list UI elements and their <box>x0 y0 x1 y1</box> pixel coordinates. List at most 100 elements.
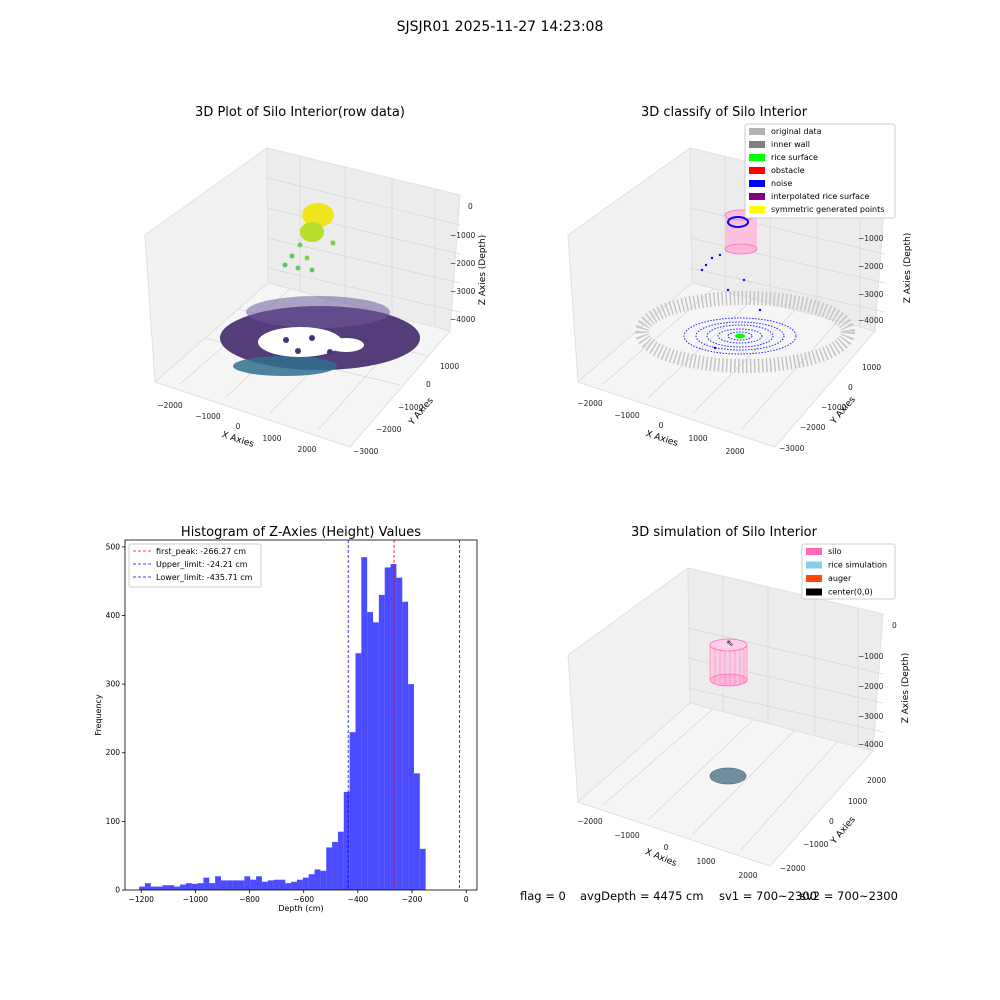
histogram-legend-label: Upper_limit: -24.21 cm <box>156 560 248 569</box>
histogram-xtick-label: −400 <box>348 895 369 904</box>
panel-classify: 3D classify of Silo Interior <box>567 105 913 456</box>
classify-title: 3D classify of Silo Interior <box>641 105 808 120</box>
classify-legend-frame <box>744 123 896 219</box>
simulation-center-marker: ⇖ <box>726 639 734 649</box>
simulation-xtick: −2000 <box>577 817 603 826</box>
raw-floor-upper-band <box>246 296 390 328</box>
histogram-bar <box>144 883 151 890</box>
classify-ytick: −1000 <box>821 403 847 412</box>
histogram-bar <box>419 848 426 890</box>
histogram-legend: first_peak: -266.27 cm Upper_limit: -24.2… <box>128 543 262 588</box>
histogram-bar <box>332 841 338 890</box>
raw-floor-hole-2 <box>328 338 364 352</box>
classify-xtick: −1000 <box>614 411 640 420</box>
histogram-bar <box>285 883 292 890</box>
histogram-bar <box>273 879 280 890</box>
simulation-ztick: −1000 <box>858 652 884 661</box>
classify-ztick: −2000 <box>858 262 884 271</box>
classify-legend-swatch <box>749 154 765 161</box>
classify-xtick: 1000 <box>688 434 707 443</box>
classify-legend-swatch <box>749 180 765 187</box>
raw-green-dot <box>309 267 315 273</box>
histogram-bar <box>384 567 391 890</box>
histogram-bar <box>361 557 368 890</box>
histogram-bar <box>156 886 163 890</box>
simulation-title: 3D simulation of Silo Interior <box>631 525 818 540</box>
classify-legend-label: inner wall <box>771 140 810 149</box>
raw-floor-dot <box>283 337 289 343</box>
histogram-bar <box>314 869 321 890</box>
simulation-ztick: 0 <box>892 621 897 630</box>
histogram-bar <box>378 594 385 890</box>
histogram-bar <box>308 874 315 890</box>
histogram-bar <box>373 622 379 890</box>
raw-ytick: −2000 <box>376 425 402 434</box>
histogram-bar <box>413 773 420 890</box>
classify-ticks: −2000 −1000 0 1000 2000 1000 0 −1000 −20… <box>577 234 883 456</box>
raw-ticks: −2000 −1000 0 1000 2000 1000 0 −1000 −20… <box>157 202 475 456</box>
simulation-legend-label: rice simulation <box>828 561 887 570</box>
simulation-legend-label: silo <box>828 547 842 556</box>
simulation-xtick: 1000 <box>696 857 715 866</box>
histogram-ylabel: Frequency <box>94 694 103 736</box>
raw-ztick: 0 <box>468 202 473 211</box>
histogram-bar <box>320 870 327 890</box>
simulation-ztick: −3000 <box>858 712 884 721</box>
raw-ytick: 1000 <box>440 362 459 371</box>
simulation-legend-swatch <box>806 561 822 569</box>
classify-legend-label: original data <box>771 127 822 136</box>
status-avg-depth: avgDepth = 4475 cm <box>580 889 704 903</box>
histogram-ytick-label: 0 <box>115 886 120 895</box>
raw-floor-hole <box>258 327 342 357</box>
histogram-xtick-label: −600 <box>293 895 314 904</box>
simulation-ytick: −2000 <box>780 864 806 873</box>
raw-floor-points <box>220 296 420 376</box>
classify-legend: original data inner wall rice surface obsta… <box>744 123 896 219</box>
simulation-xtick: 2000 <box>738 871 757 880</box>
raw-top-cluster <box>282 203 336 273</box>
histogram-ytick-label: 400 <box>106 611 121 620</box>
histogram-xtick-label: −800 <box>239 895 260 904</box>
histogram-title: Histogram of Z-Axies (Height) Values <box>181 525 421 540</box>
histogram-axes-frame <box>124 539 478 891</box>
histogram-legend-frame <box>128 543 262 588</box>
histogram-bar <box>244 876 251 890</box>
histogram-bar <box>355 653 362 890</box>
histogram-ytick-label: 200 <box>106 748 121 757</box>
raw-ytick: 0 <box>426 380 431 389</box>
histogram-bar <box>220 880 227 890</box>
raw-xtick: 1000 <box>262 434 281 443</box>
raw-floor-dot <box>309 335 315 341</box>
histogram-bar <box>203 877 210 890</box>
status-flag: flag = 0 <box>520 889 566 903</box>
histogram-bar <box>396 577 403 890</box>
status-sv2: sv2 = 700~2300 <box>800 889 898 903</box>
histogram-bar <box>390 564 397 890</box>
classify-xtick: 2000 <box>725 447 744 456</box>
classify-legend-swatch <box>749 206 765 213</box>
raw-xtick: 2000 <box>297 445 316 454</box>
raw-ztick: −2000 <box>450 259 476 268</box>
histogram-bar <box>226 880 233 890</box>
histogram-bar <box>261 881 268 890</box>
histogram-bar <box>326 847 333 890</box>
classify-legend-label: interpolated rice surface <box>771 192 869 201</box>
histogram-bar <box>367 612 374 890</box>
simulation-legend-swatch <box>806 575 822 582</box>
raw-ztick: −3000 <box>450 287 476 296</box>
histogram-bar <box>402 601 409 890</box>
classify-xlabel: X Axies <box>644 429 679 449</box>
simulation-ztick: −2000 <box>858 682 884 691</box>
simulation-ytick: 1000 <box>848 797 867 806</box>
histogram-xtick-label: 0 <box>464 895 469 904</box>
simulation-xlabel: X Axies <box>643 847 678 869</box>
simulation-legend-label: auger <box>828 574 852 583</box>
histogram-bar <box>197 883 204 890</box>
histogram-bar <box>232 880 239 890</box>
histogram-bar <box>337 831 344 890</box>
histogram-legend-label: Lower_limit: -435.71 cm <box>156 573 253 582</box>
simulation-legend-label: center(0,0) <box>828 588 873 597</box>
panel-histogram: Histogram of Z-Axies (Height) Values −12… <box>94 525 478 913</box>
raw-green-dot <box>282 262 288 268</box>
classify-ytick: −2000 <box>800 423 826 432</box>
